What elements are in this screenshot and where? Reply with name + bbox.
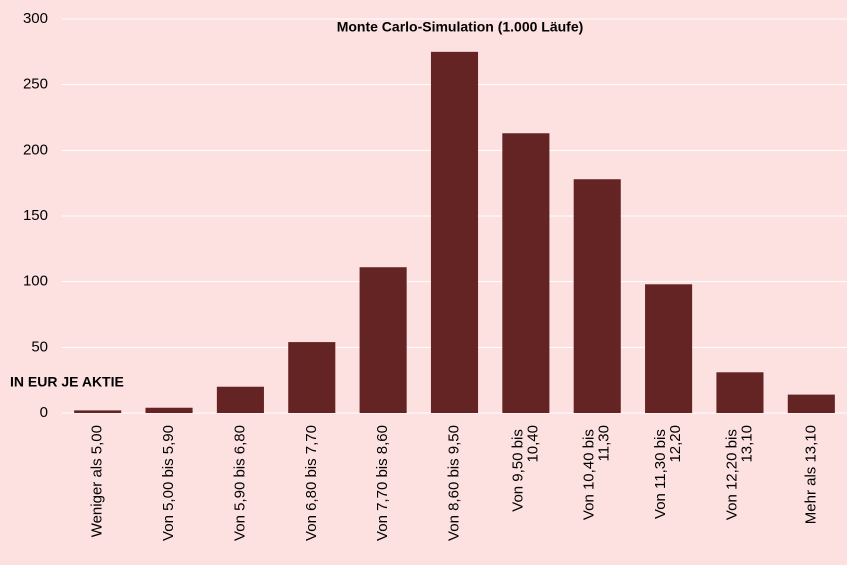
y-tick-label: 300 <box>23 10 48 27</box>
x-tick-label: Mehr als 13,10 <box>802 425 819 524</box>
y-tick-label: 150 <box>23 207 48 224</box>
bar <box>216 386 264 413</box>
x-tick-label: Von 11,30 bis 12,20 <box>652 425 684 519</box>
y-tick-label: 50 <box>31 338 48 355</box>
chart-title: Monte Carlo-Simulation (1.000 Läufe) <box>337 19 584 35</box>
y-tick-label: 200 <box>23 141 48 158</box>
y-tick-label: 250 <box>23 76 48 93</box>
bar <box>288 342 336 413</box>
bar <box>787 394 835 413</box>
bar <box>573 179 621 413</box>
x-tick-label: Weniger als 5,00 <box>89 425 106 537</box>
y-tick-label: 100 <box>23 273 48 290</box>
bar <box>430 51 479 413</box>
x-tick-label: Von 5,90 bis 6,80 <box>231 425 248 541</box>
x-tick-label: Von 12,20 bis 13,10 <box>723 425 755 520</box>
x-tick-label: Von 10,40 bis 11,30 <box>581 425 613 520</box>
bar <box>359 267 407 413</box>
x-tick-label: Von 8,60 bis 9,50 <box>445 425 462 541</box>
bar <box>145 407 193 413</box>
bar <box>645 284 693 413</box>
y-tick-label: 0 <box>40 404 48 421</box>
bar <box>502 133 550 413</box>
x-tick-label: Von 6,80 bis 7,70 <box>303 425 320 541</box>
bar <box>74 410 122 413</box>
bar <box>716 372 764 413</box>
x-tick-label: Von 9,50 bis 10,40 <box>509 425 541 512</box>
annotation: IN EUR JE AKTIE <box>10 374 124 390</box>
x-tick-label: Von 5,00 bis 5,90 <box>160 425 177 541</box>
x-tick-label: Von 7,70 bis 8,60 <box>374 425 391 541</box>
